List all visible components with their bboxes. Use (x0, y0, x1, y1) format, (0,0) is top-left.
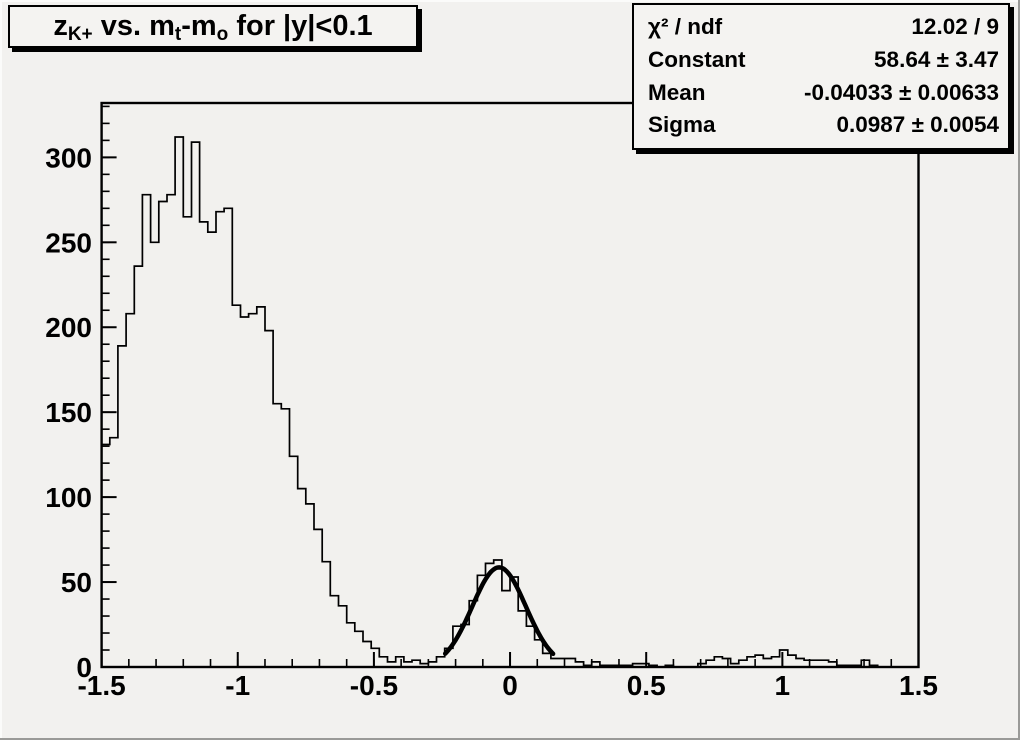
x-axis-tick-label: -0.5 (350, 670, 398, 701)
stats-label-mean: Mean (648, 79, 706, 105)
x-axis-tick-label: 0.5 (627, 670, 666, 701)
x-axis-tick-label: -1 (225, 670, 250, 701)
plot-title-mid2: -m (181, 10, 217, 42)
title-box[interactable]: z K+ vs. m t -m o for |y|<0.1 (8, 5, 418, 48)
fit-stats-box[interactable]: χ² / ndf 12.02 / 9 Constant 58.64 ± 3.47… (632, 3, 1010, 150)
plot-title-tail: for |y|<0.1 (228, 10, 373, 42)
y-axis-tick-label: 200 (45, 312, 92, 343)
stats-row-mean: Mean -0.04033 ± 0.00633 (634, 79, 1008, 105)
title-subscript-o: o (216, 23, 229, 45)
y-axis-tick-label: 50 (61, 567, 92, 598)
stats-value-mean: -0.04033 ± 0.00633 (803, 79, 999, 105)
histogram-step-line (100, 136, 919, 668)
stats-row-sigma: Sigma 0.0987 ± 0.0054 (634, 114, 1008, 137)
y-axis-tick-label: 250 (45, 227, 92, 258)
plot-title: z (53, 10, 68, 42)
y-axis-tick-label: 150 (45, 397, 92, 428)
x-axis-tick-label: 1 (775, 670, 791, 701)
title-subscript-kplus: K+ (67, 23, 93, 45)
x-axis-tick-label: -1.5 (77, 670, 125, 701)
stats-label-chi2: χ² / ndf (648, 14, 723, 40)
y-axis-tick-label: 100 (45, 482, 92, 513)
x-axis-tick-label: 1.5 (899, 670, 938, 701)
stats-value-constant: 58.64 ± 3.47 (874, 46, 999, 72)
y-axis-tick-label: 300 (45, 142, 92, 173)
plot-frame-border (100, 101, 920, 669)
stats-row-chi2: χ² / ndf 12.02 / 9 (634, 16, 1008, 39)
gaussian-fit-curve (442, 565, 556, 657)
stats-value-chi2: 12.02 / 9 (911, 14, 999, 40)
stats-value-sigma: 0.0987 ± 0.0054 (836, 112, 1000, 138)
plot-title-mid1: vs. m (92, 10, 175, 42)
y-axis-tick-label: 0 (76, 652, 92, 683)
x-axis-tick-label: 0 (502, 670, 518, 701)
stats-label-sigma: Sigma (648, 112, 716, 138)
title-subscript-t: t (174, 23, 182, 45)
stats-label-constant: Constant (648, 46, 746, 72)
stats-row-constant: Constant 58.64 ± 3.47 (634, 46, 1008, 72)
